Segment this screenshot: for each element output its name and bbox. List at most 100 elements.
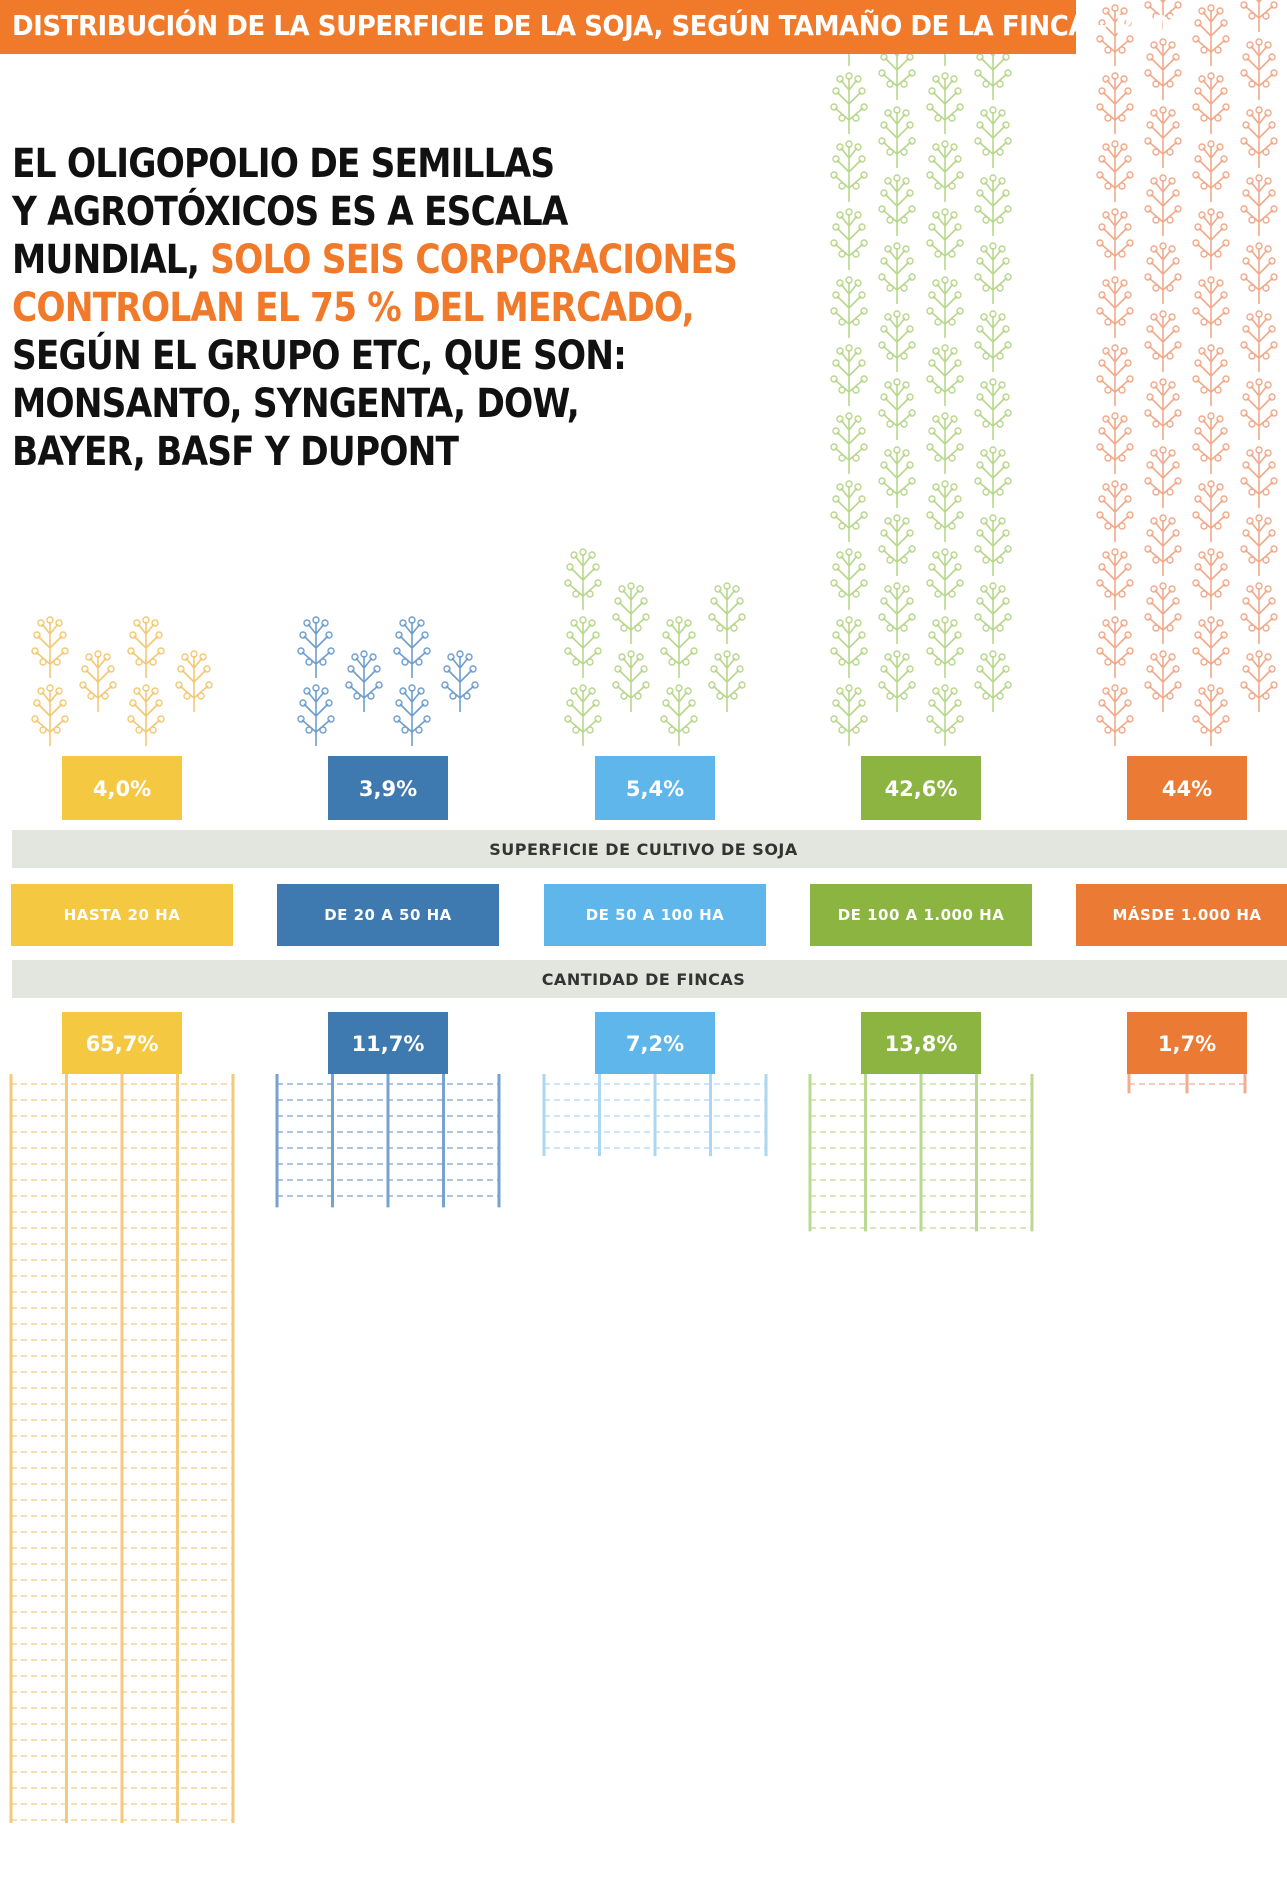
soy-plant-icon bbox=[878, 514, 916, 577]
soy-plant-icon bbox=[1144, 378, 1182, 441]
soy-plant-icon bbox=[127, 616, 165, 679]
soy-plant-icon bbox=[974, 378, 1012, 441]
soy-plant-icon bbox=[830, 684, 868, 747]
soy-plant-icon bbox=[878, 174, 916, 237]
soy-plant-icon bbox=[926, 208, 964, 271]
headline-line-6: MONSANTO, SYNGENTA, DOW, bbox=[12, 381, 580, 427]
headline-line-1: EL OLIGOPOLIO DE SEMILLAS bbox=[12, 141, 555, 187]
category-box-4 bbox=[1076, 884, 1287, 946]
soy-plant-icon bbox=[926, 344, 964, 407]
value-label-superficie-2: 5,4% bbox=[625, 777, 685, 801]
value-label-fincas-2: 7,2% bbox=[625, 1032, 685, 1056]
soy-plant-icon bbox=[1144, 174, 1182, 237]
soy-plant-icon bbox=[974, 650, 1012, 713]
soy-plant-icon bbox=[974, 446, 1012, 509]
soy-plant-icon bbox=[1096, 616, 1134, 679]
soy-plant-icon bbox=[878, 446, 916, 509]
soy-plant-icon bbox=[974, 514, 1012, 577]
soy-plant-icon bbox=[393, 616, 431, 679]
soy-plant-icon bbox=[660, 684, 698, 747]
value-label-superficie-1: 3,9% bbox=[358, 777, 418, 801]
soy-plant-icon bbox=[974, 582, 1012, 645]
soy-plant-icon bbox=[1144, 446, 1182, 509]
value-label-fincas-3: 13,8% bbox=[884, 1032, 958, 1056]
soy-plant-icon bbox=[612, 650, 650, 713]
soy-plant-icon bbox=[926, 412, 964, 475]
soy-plant-icon bbox=[1096, 412, 1134, 475]
soy-plant-icon bbox=[878, 582, 916, 645]
soy-plant-icon bbox=[1192, 4, 1230, 67]
soy-plant-icon bbox=[1096, 548, 1134, 611]
soy-plant-icon bbox=[1240, 174, 1278, 237]
soy-plant-icon bbox=[393, 684, 431, 747]
soy-plant-icon bbox=[878, 650, 916, 713]
soy-plant-icon bbox=[926, 72, 964, 135]
soy-plant-icon bbox=[297, 684, 335, 747]
soy-plant-icon bbox=[31, 616, 69, 679]
title-bar bbox=[0, 0, 1076, 54]
category-box-0 bbox=[11, 884, 233, 946]
headline-line-3b: SOLO SEIS CORPORACIONES bbox=[210, 237, 738, 283]
soy-plant-icon bbox=[1192, 684, 1230, 747]
soy-plant-icon bbox=[1192, 412, 1230, 475]
value-label-fincas-0: 65,7% bbox=[85, 1032, 159, 1056]
soy-plant-icon bbox=[1192, 616, 1230, 679]
soy-plant-icon bbox=[1096, 208, 1134, 271]
soy-plant-icon bbox=[1144, 582, 1182, 645]
headline-line-3: MUNDIAL, SOLO SEIS CORPORACIONES bbox=[12, 236, 738, 284]
band-superficie bbox=[12, 830, 1287, 868]
fence-4 bbox=[1127, 1074, 1247, 1094]
soy-plant-icon bbox=[830, 72, 868, 135]
soy-plant-icon bbox=[830, 344, 868, 407]
soy-plant-icon bbox=[1240, 650, 1278, 713]
value-label-superficie-0: 4,0% bbox=[92, 777, 152, 801]
soy-plant-icon bbox=[974, 106, 1012, 169]
soy-plant-icon bbox=[127, 684, 165, 747]
soy-plant-icon bbox=[878, 378, 916, 441]
soy-plant-icon bbox=[1096, 72, 1134, 135]
soy-plant-icon bbox=[926, 140, 964, 203]
soy-plant-icon bbox=[564, 684, 602, 747]
soy-plant-icon bbox=[974, 174, 1012, 237]
band-label-fincas: CANTIDAD DE FINCAS bbox=[541, 970, 746, 989]
fence-0 bbox=[9, 1074, 235, 1823]
soy-plant-icon bbox=[926, 616, 964, 679]
soy-plant-icon bbox=[1144, 38, 1182, 101]
soy-plant-icon bbox=[878, 242, 916, 305]
category-label-2: DE 50 A 100 HA bbox=[585, 906, 725, 924]
soy-plant-icon bbox=[1192, 140, 1230, 203]
fence-3 bbox=[808, 1074, 1034, 1232]
soy-plant-icon bbox=[878, 106, 916, 169]
soy-plant-icon bbox=[1240, 310, 1278, 373]
soy-plant-icon bbox=[830, 616, 868, 679]
soy-plant-icon bbox=[1096, 684, 1134, 747]
soy-plant-icon bbox=[1144, 514, 1182, 577]
soy-plant-icon bbox=[926, 684, 964, 747]
soy-plant-icon bbox=[1144, 242, 1182, 305]
soy-plant-icon bbox=[1096, 480, 1134, 543]
value-label-superficie-3: 42,6% bbox=[884, 777, 958, 801]
value-label-fincas-4: 1,7% bbox=[1157, 1032, 1217, 1056]
soy-plant-icon bbox=[1144, 106, 1182, 169]
soy-plant-icon bbox=[974, 242, 1012, 305]
soy-plant-icon bbox=[974, 310, 1012, 373]
value-box-superficie-1 bbox=[328, 756, 448, 820]
soy-plant-icon bbox=[708, 582, 746, 645]
soy-plant-icon bbox=[564, 548, 602, 611]
soy-plant-icon bbox=[1240, 0, 1278, 33]
soy-plant-icon bbox=[1192, 72, 1230, 135]
value-box-fincas-3 bbox=[861, 1012, 981, 1074]
plants-4 bbox=[1096, 0, 1278, 747]
soy-plant-icon bbox=[926, 276, 964, 339]
value-box-superficie-3 bbox=[861, 756, 981, 820]
category-box-1 bbox=[277, 884, 499, 946]
soy-plant-icon bbox=[1240, 514, 1278, 577]
soy-plant-icon bbox=[660, 616, 698, 679]
soy-plant-icon bbox=[1144, 650, 1182, 713]
soy-plant-icon bbox=[830, 276, 868, 339]
plants-2 bbox=[564, 548, 746, 747]
soy-plant-icon bbox=[1096, 140, 1134, 203]
headline-line-3a: MUNDIAL, bbox=[12, 237, 211, 283]
